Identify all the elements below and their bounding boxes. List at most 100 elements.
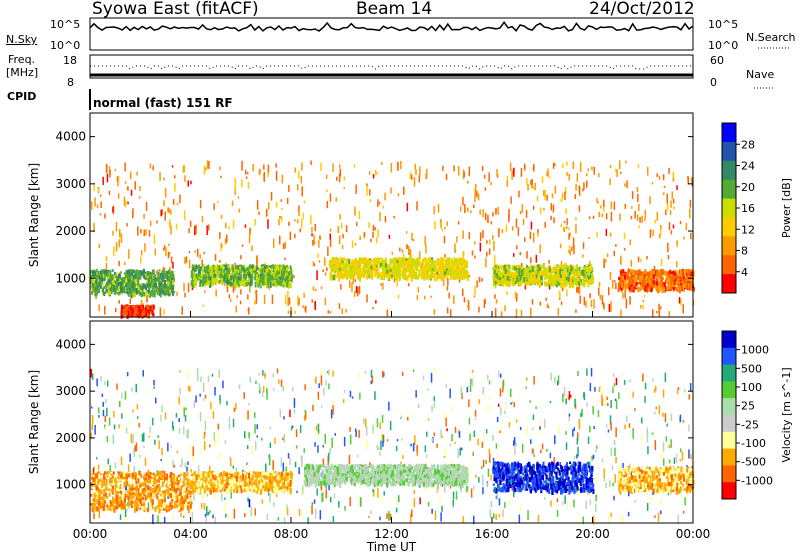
power-feature-3-mark — [370, 265, 373, 269]
power-scatter-mark — [397, 161, 399, 171]
power-feature-4-mark — [581, 282, 584, 285]
power-feature-4-mark — [496, 273, 498, 277]
power-scatter-mark — [298, 170, 300, 179]
power-scatter-mark — [531, 184, 533, 189]
velocity-scatter-mark — [226, 400, 228, 406]
power-feature-3-mark — [435, 273, 438, 276]
power-feature-5-mark — [689, 276, 692, 282]
velocity-scatter-mark — [431, 508, 433, 514]
velocity-scatter-mark — [370, 380, 372, 385]
power-scatter-mark — [513, 167, 515, 177]
power-scatter-mark — [578, 284, 581, 295]
power-feature-3-mark — [428, 257, 430, 262]
power-scatter-mark — [676, 261, 678, 268]
power-scatter-mark — [606, 253, 609, 257]
power-scatter-mark — [286, 197, 289, 204]
velocity-scatter-mark — [330, 496, 332, 503]
power-feature-3-mark — [343, 274, 346, 278]
power-scatter-mark — [118, 300, 120, 304]
power-feature-2-mark — [199, 279, 202, 284]
power-scatter-mark — [514, 291, 516, 299]
power-feature-2-mark — [272, 282, 275, 286]
power-feature-2-mark — [266, 279, 269, 283]
power-scatter-mark — [287, 310, 290, 314]
power-scatter-mark — [183, 283, 185, 292]
power-feature-3-mark — [421, 268, 424, 273]
power-feature-3-mark — [446, 259, 449, 266]
power-feature-3-mark — [361, 257, 364, 263]
power-feature-3-mark — [400, 264, 403, 268]
velocity-scatter-mark — [549, 401, 552, 404]
power-feature-5-mark — [644, 269, 647, 274]
power-feature-2-mark — [235, 272, 238, 277]
velocity-scatter-mark — [495, 514, 497, 520]
power-feature-3-mark — [441, 270, 444, 274]
power-scatter-mark — [565, 208, 567, 215]
power-scatter-mark — [543, 263, 545, 266]
power-feature-2-mark — [269, 265, 271, 268]
power-scatter-mark — [669, 209, 672, 216]
power-feature-4-mark — [555, 276, 558, 281]
power-feature-2-mark — [204, 278, 207, 284]
velocity-scatter-mark — [646, 427, 649, 436]
power-feature-5-mark — [680, 282, 683, 288]
power-scatter-mark — [582, 254, 584, 258]
power-scatter-mark — [505, 224, 508, 233]
power-scatter-mark — [590, 299, 593, 308]
velocity-scatter-mark — [322, 491, 325, 502]
power-feature-5-mark — [656, 281, 658, 287]
power-feature-2-mark — [197, 275, 200, 279]
velocity-scatter-mark — [369, 462, 371, 468]
power-feature-5-mark — [625, 276, 628, 279]
power-scatter-mark — [117, 193, 120, 199]
power-feature-3-mark — [458, 257, 461, 260]
power-scatter-mark — [526, 178, 528, 185]
velocity-scatter-mark — [679, 414, 682, 422]
power-feature-3-mark — [331, 264, 334, 271]
power-scatter-mark — [96, 204, 99, 209]
power-feature-2-mark — [254, 276, 257, 281]
velocity-scatter-mark — [439, 496, 441, 504]
power-feature-0-mark — [96, 271, 98, 277]
power-feature-5-mark — [685, 286, 688, 289]
velocity-scatter-mark — [250, 506, 253, 517]
power-feature-2-mark — [283, 271, 285, 277]
power-feature-0-mark — [108, 275, 111, 278]
velocity-scatter-mark — [201, 503, 203, 509]
velocity-scatter-mark — [553, 457, 555, 467]
power-scatter-mark — [691, 177, 693, 182]
power-scatter-mark — [609, 271, 612, 280]
power-scatter-mark — [345, 225, 348, 233]
power-feature-1-mark — [131, 307, 134, 313]
velocity-scatter-mark — [148, 435, 150, 438]
power-scatter-mark — [603, 199, 605, 207]
power-feature-0-mark — [107, 285, 110, 291]
power-feature-3-mark — [423, 275, 426, 281]
power-feature-0-mark — [136, 275, 139, 280]
velocity-scatter-mark — [475, 417, 477, 420]
power-feature-3-mark — [465, 260, 468, 264]
power-scatter-mark — [609, 178, 611, 185]
power-feature-3-mark — [329, 272, 332, 275]
power-feature-4-mark — [512, 279, 515, 283]
power-feature-3-mark — [348, 258, 351, 264]
power-scatter-mark — [680, 298, 682, 306]
power-scatter-mark — [275, 170, 278, 181]
power-feature-4-mark — [561, 264, 564, 269]
power-scatter-mark — [566, 289, 568, 297]
power-feature-2-mark — [238, 266, 241, 269]
power-scatter-mark — [588, 216, 591, 220]
power-scatter-mark — [424, 236, 426, 245]
power-feature-3-mark — [401, 269, 404, 272]
power-scatter-mark — [442, 276, 445, 286]
power-feature-2-mark — [277, 276, 280, 279]
power-scatter-mark — [519, 211, 522, 215]
nsky-label: N.Sky — [6, 33, 38, 46]
power-scatter-mark — [393, 215, 395, 219]
power-scatter-mark — [495, 209, 497, 212]
power-scatter-mark — [340, 284, 342, 290]
power-scatter-mark — [311, 226, 313, 233]
power-feature-0-mark — [95, 268, 98, 273]
power-feature-4-mark — [551, 279, 554, 283]
power-scatter-mark — [172, 261, 174, 269]
